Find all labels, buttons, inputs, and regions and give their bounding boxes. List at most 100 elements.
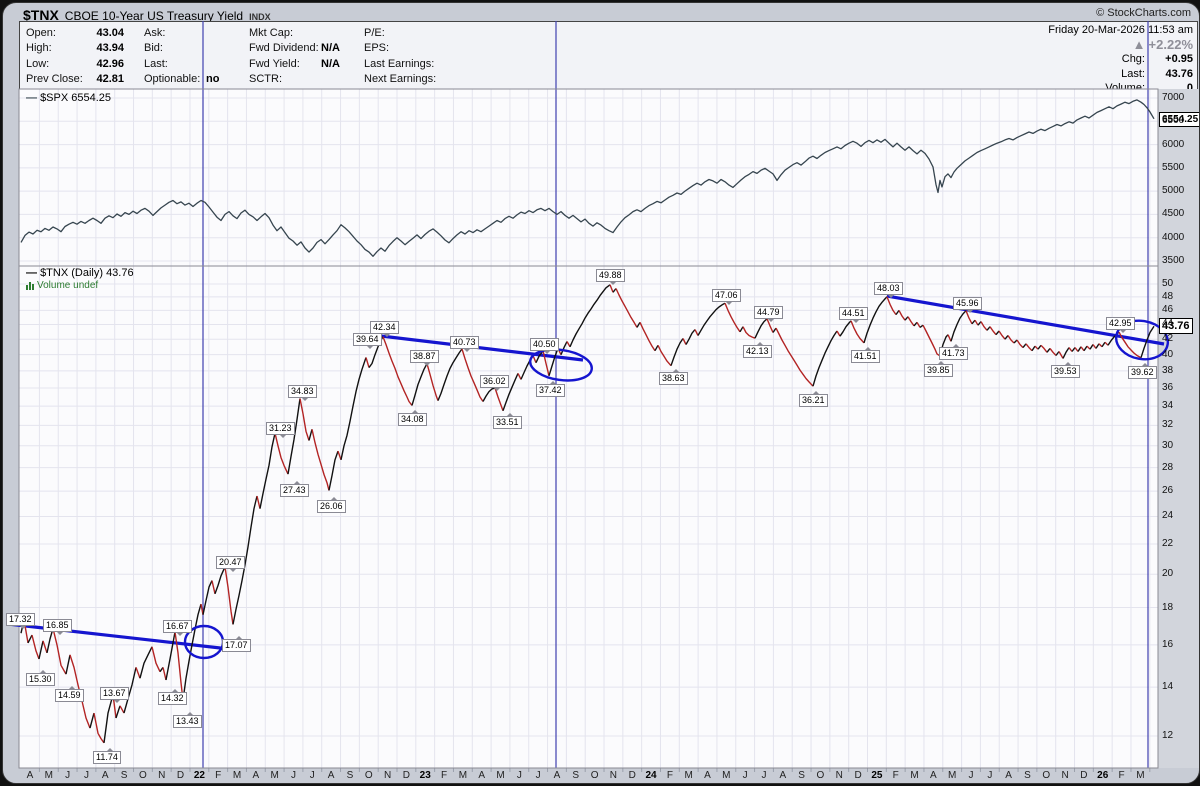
quote-row: Fwd Yield: N/A bbox=[249, 56, 340, 72]
quote-label: Low: bbox=[26, 57, 50, 70]
x-axis-label: O bbox=[1042, 770, 1051, 781]
quote-row: Open: 43.04 bbox=[26, 25, 124, 41]
tnx-axis-tick: 40 bbox=[1162, 348, 1174, 360]
quote-value: 43.76 bbox=[1165, 67, 1193, 80]
quote-row: SCTR: bbox=[249, 72, 340, 88]
x-axis-label: M bbox=[684, 770, 693, 781]
quote-column: Ask: Bid: Last: Optionable: no bbox=[144, 25, 219, 87]
tnx-axis-tick: 30 bbox=[1162, 439, 1174, 451]
tnx-axis-tick: 38 bbox=[1162, 364, 1174, 376]
price-annotation-label: 36.02 bbox=[480, 375, 509, 391]
quote-label: SCTR: bbox=[249, 73, 282, 86]
x-axis-label: M bbox=[270, 770, 279, 781]
x-axis-label: A bbox=[327, 770, 335, 781]
price-annotation-label: 38.63 bbox=[659, 369, 688, 385]
x-axis-label: M bbox=[910, 770, 919, 781]
tnx-axis-tick: 44 bbox=[1162, 318, 1174, 330]
x-axis-label: M bbox=[458, 770, 468, 781]
spx-last-price-box: 6554.25 bbox=[1159, 111, 1199, 127]
price-annotation-label: 39.64 bbox=[353, 333, 382, 349]
x-axis-label: J bbox=[65, 770, 71, 781]
x-axis-label: A bbox=[930, 770, 937, 781]
x-axis-label: O bbox=[364, 770, 373, 781]
x-axis-label: J bbox=[83, 770, 89, 781]
spx-axis-tick: 5500 bbox=[1162, 161, 1185, 173]
x-axis-label: J bbox=[968, 770, 974, 781]
tnx-axis-tick: 22 bbox=[1162, 538, 1174, 549]
price-annotation-label: 14.59 bbox=[55, 686, 84, 702]
quote-value: 0 bbox=[1159, 82, 1193, 94]
chart-title: $TNX CBOE 10-Year US Treasury Yield INDX bbox=[23, 7, 271, 23]
x-axis-label: A bbox=[252, 770, 260, 781]
x-axis-label: O bbox=[139, 770, 147, 781]
spx-axis-tick: 3500 bbox=[1162, 254, 1185, 266]
price-annotation-label: 34.83 bbox=[288, 385, 317, 401]
quote-panel: Open: 43.04 High: 43.94 Low: 42.96 Prev Close:… bbox=[19, 21, 1198, 94]
quote-label: P/E: bbox=[364, 26, 385, 39]
x-axis-label: A bbox=[553, 770, 561, 781]
quote-row: Fwd Dividend: N/A bbox=[249, 41, 340, 57]
tnx-legend: — $TNX (Daily) 43.76 bbox=[26, 267, 134, 279]
price-annotation-label: 13.43 bbox=[173, 712, 202, 728]
x-axis-label: S bbox=[798, 770, 805, 781]
spx-axis-tick: 4500 bbox=[1162, 208, 1185, 220]
price-annotation-label: 26.06 bbox=[317, 497, 346, 513]
quote-label: Last: bbox=[1121, 67, 1145, 80]
quote-label: Optionable: bbox=[144, 73, 201, 86]
spx-axis-tick: 5000 bbox=[1162, 185, 1185, 197]
quote-value: no bbox=[206, 73, 220, 86]
quote-row: Mkt Cap: bbox=[249, 25, 340, 41]
price-annotation-label: 39.85 bbox=[924, 361, 953, 377]
quote-value: N/A bbox=[321, 57, 340, 70]
price-annotation-label: 39.62 bbox=[1128, 363, 1157, 379]
spx-axis-tick: 4000 bbox=[1162, 231, 1185, 243]
x-axis-label: D bbox=[628, 770, 636, 781]
price-annotation-label: 17.32 bbox=[6, 613, 35, 629]
x-axis-label: F bbox=[892, 770, 899, 781]
tnx-axis-tick: 16 bbox=[1162, 638, 1174, 650]
spx-axis-tick: 7000 bbox=[1162, 92, 1185, 103]
x-axis-label: A bbox=[1005, 770, 1012, 781]
price-annotation-label: 17.07 bbox=[222, 636, 251, 652]
quote-value: N/A bbox=[321, 42, 340, 55]
quote-row: Ask: bbox=[144, 25, 219, 41]
spx-axis-tick: 6000 bbox=[1162, 138, 1185, 150]
quote-column: Open: 43.04 High: 43.94 Low: 42.96 Prev Close:… bbox=[26, 25, 124, 87]
ticker-name: CBOE 10-Year US Treasury Yield bbox=[64, 9, 244, 23]
x-axis-label: A bbox=[478, 770, 486, 781]
price-annotation-label: 42.13 bbox=[743, 342, 772, 358]
x-axis-label: 24 bbox=[645, 770, 657, 781]
x-axis-label: M bbox=[1136, 770, 1145, 781]
x-axis-label: D bbox=[854, 770, 862, 781]
price-annotation-label: 47.06 bbox=[712, 289, 741, 305]
x-axis-label: J bbox=[290, 770, 296, 781]
x-axis-label: A bbox=[704, 770, 711, 781]
x-axis-label: F bbox=[215, 770, 222, 781]
quote-right-row: Last: 43.76 bbox=[1048, 67, 1193, 82]
quote-label: Chg: bbox=[1121, 53, 1145, 66]
quote-column: P/E: EPS: Last Earnings: Next Earnings: bbox=[364, 25, 444, 87]
price-annotation-label: 14.32 bbox=[158, 689, 187, 705]
x-axis-label: M bbox=[722, 770, 731, 781]
ticker-symbol: $TNX bbox=[23, 7, 59, 23]
quote-label: EPS: bbox=[364, 42, 390, 55]
quote-value: +0.95 bbox=[1165, 53, 1193, 66]
x-axis-label: S bbox=[120, 770, 128, 781]
quote-column: Mkt Cap: Fwd Dividend: N/A Fwd Yield: N/A SCT… bbox=[249, 25, 340, 87]
tnx-axis-tick: 46 bbox=[1162, 304, 1174, 316]
price-annotation-label: 38.87 bbox=[410, 350, 439, 366]
volume-legend: Volume undef bbox=[26, 280, 98, 291]
price-annotation-label: 34.08 bbox=[398, 410, 427, 426]
quote-row: Bid: bbox=[144, 41, 219, 57]
spx-axis-tick: 6500 bbox=[1162, 115, 1185, 127]
quote-row: Last: bbox=[144, 56, 219, 72]
tnx-axis-tick: 18 bbox=[1162, 601, 1174, 613]
quote-row: Low: 42.96 bbox=[26, 56, 124, 72]
x-axis-label: F bbox=[1118, 770, 1125, 781]
quote-value: 42.81 bbox=[96, 73, 124, 86]
price-annotation-label: 40.50 bbox=[530, 338, 559, 354]
x-axis-label: A bbox=[779, 770, 787, 781]
tnx-last-price-box: 43.76 bbox=[1159, 318, 1193, 335]
x-axis-label: A bbox=[26, 770, 34, 781]
